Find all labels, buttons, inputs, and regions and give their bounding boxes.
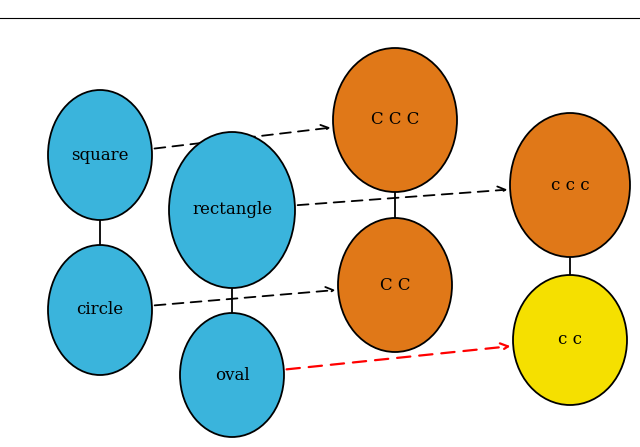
Ellipse shape bbox=[333, 48, 457, 192]
Text: c c c: c c c bbox=[550, 177, 589, 194]
Ellipse shape bbox=[48, 90, 152, 220]
Ellipse shape bbox=[48, 245, 152, 375]
Ellipse shape bbox=[338, 218, 452, 352]
Text: circle: circle bbox=[76, 301, 124, 319]
Text: C C C: C C C bbox=[371, 111, 419, 128]
Text: C C: C C bbox=[380, 277, 410, 294]
Ellipse shape bbox=[180, 313, 284, 437]
Ellipse shape bbox=[513, 275, 627, 405]
Text: rectangle: rectangle bbox=[192, 202, 272, 219]
Text: oval: oval bbox=[214, 367, 250, 384]
Ellipse shape bbox=[510, 113, 630, 257]
Text: c c: c c bbox=[558, 332, 582, 349]
Text: square: square bbox=[71, 147, 129, 164]
Ellipse shape bbox=[169, 132, 295, 288]
